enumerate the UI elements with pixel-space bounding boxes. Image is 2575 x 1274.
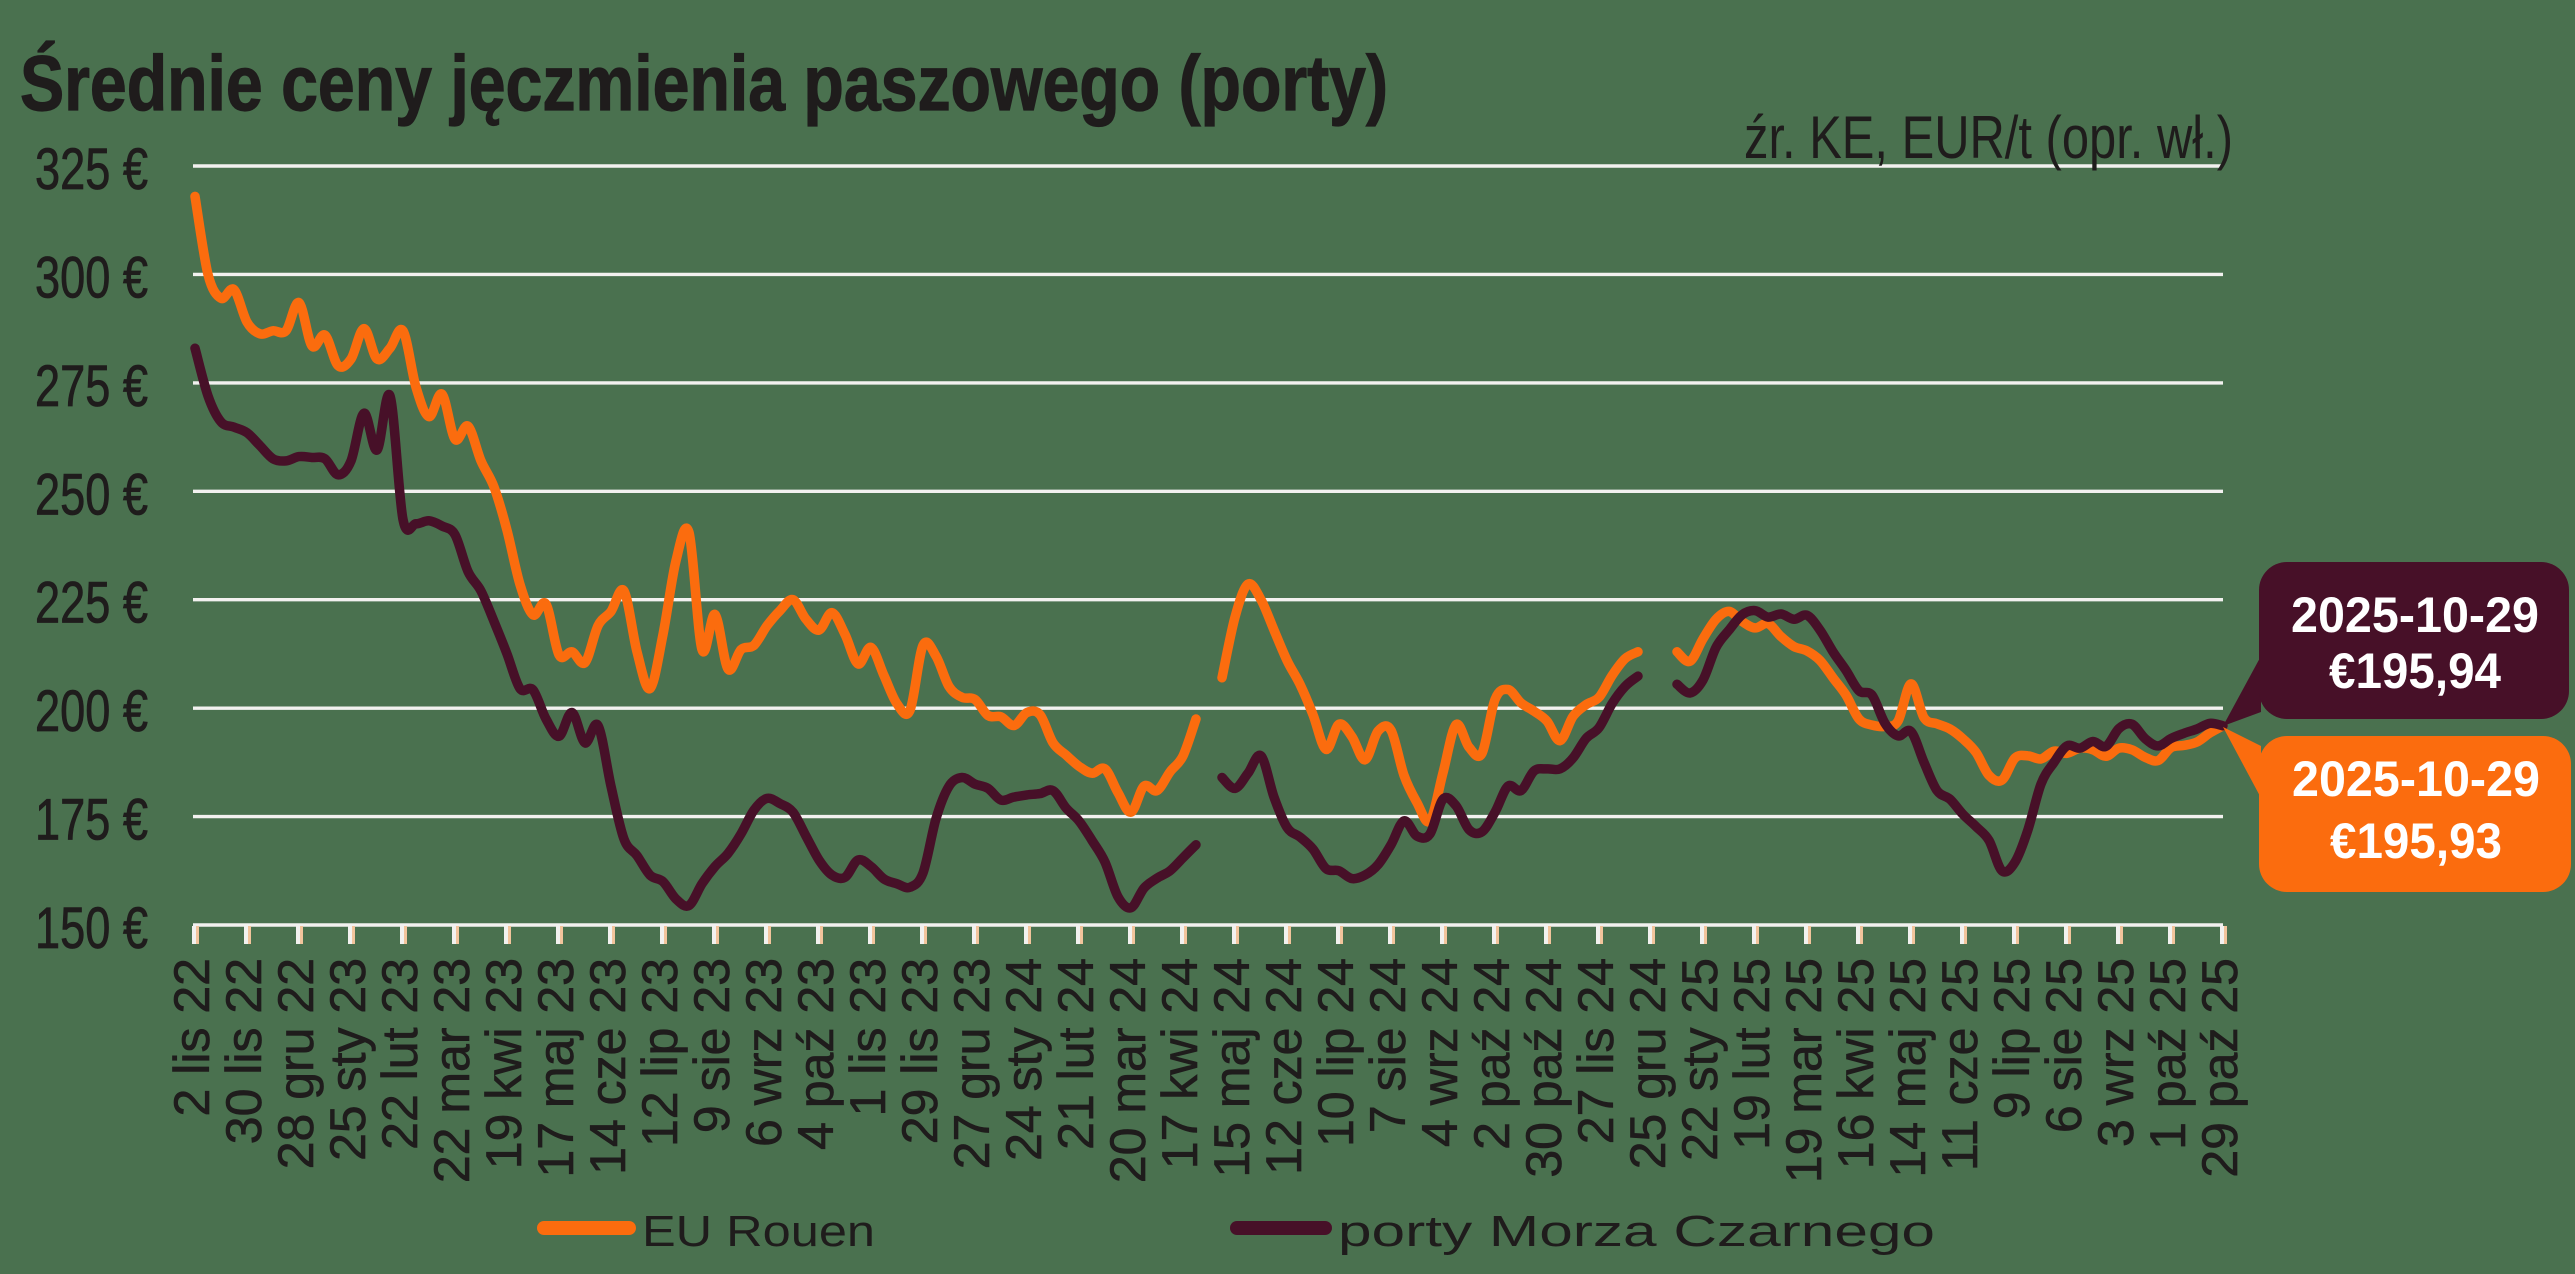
svg-text:12 lip 23: 12 lip 23: [632, 958, 688, 1147]
svg-text:2 lis 22: 2 lis 22: [164, 958, 220, 1116]
svg-text:6 sie 25: 6 sie 25: [2036, 958, 2092, 1133]
svg-text:9 sie 23: 9 sie 23: [684, 958, 740, 1133]
svg-text:14 cze 23: 14 cze 23: [580, 958, 636, 1175]
svg-text:4 paź 23: 4 paź 23: [788, 958, 844, 1150]
svg-text:29 lis 23: 29 lis 23: [892, 958, 948, 1144]
svg-text:325 €: 325 €: [35, 137, 148, 202]
svg-text:24 sty 24: 24 sty 24: [996, 958, 1052, 1161]
svg-text:17 kwi 24: 17 kwi 24: [1152, 958, 1208, 1169]
svg-text:€195,93: €195,93: [2330, 813, 2502, 869]
svg-text:150 €: 150 €: [35, 896, 148, 961]
svg-text:2025-10-29: 2025-10-29: [2292, 751, 2540, 807]
svg-text:źr. KE, EUR/t (opr. wł.): źr. KE, EUR/t (opr. wł.): [1744, 104, 2233, 171]
svg-text:20 mar 24: 20 mar 24: [1100, 958, 1156, 1183]
svg-text:30 lis 22: 30 lis 22: [216, 958, 272, 1144]
svg-text:250 €: 250 €: [35, 462, 148, 527]
svg-text:3 wrz 25: 3 wrz 25: [2088, 958, 2144, 1147]
svg-text:21 lut 24: 21 lut 24: [1048, 958, 1104, 1150]
svg-text:7 sie 24: 7 sie 24: [1360, 958, 1416, 1133]
svg-text:275 €: 275 €: [35, 354, 148, 419]
svg-text:25 gru 24: 25 gru 24: [1620, 958, 1676, 1169]
svg-text:19 lut 25: 19 lut 25: [1724, 958, 1780, 1150]
svg-text:225 €: 225 €: [35, 571, 148, 636]
svg-text:Średnie ceny jęczmienia paszow: Średnie ceny jęczmienia paszowego (porty…: [20, 39, 1388, 127]
svg-text:4 wrz 24: 4 wrz 24: [1412, 958, 1468, 1147]
svg-text:29 paź 25: 29 paź 25: [2192, 958, 2248, 1178]
svg-text:19 kwi 23: 19 kwi 23: [476, 958, 532, 1169]
svg-text:2 paź 24: 2 paź 24: [1464, 958, 1520, 1150]
svg-text:15 maj 24: 15 maj 24: [1204, 958, 1260, 1178]
svg-text:14 maj 25: 14 maj 25: [1880, 958, 1936, 1178]
svg-text:22 lut 23: 22 lut 23: [372, 958, 428, 1150]
svg-text:6 wrz 23: 6 wrz 23: [736, 958, 792, 1147]
svg-text:22 sty 25: 22 sty 25: [1672, 958, 1728, 1161]
svg-text:1 lis 23: 1 lis 23: [840, 958, 896, 1116]
svg-text:30 paź 24: 30 paź 24: [1516, 958, 1572, 1178]
svg-text:1 paź 25: 1 paź 25: [2140, 958, 2196, 1150]
svg-text:27 gru 23: 27 gru 23: [944, 958, 1000, 1169]
svg-text:2025-10-29: 2025-10-29: [2291, 587, 2539, 643]
svg-text:11 cze 25: 11 cze 25: [1932, 958, 1988, 1171]
svg-text:19 mar 25: 19 mar 25: [1776, 958, 1832, 1183]
svg-text:175 €: 175 €: [35, 788, 148, 853]
svg-text:28 gru 22: 28 gru 22: [268, 958, 324, 1169]
svg-text:27 lis 24: 27 lis 24: [1568, 958, 1624, 1144]
svg-text:9 lip 25: 9 lip 25: [1984, 958, 2040, 1119]
svg-text:25 sty 23: 25 sty 23: [320, 958, 376, 1161]
svg-text:porty Morza Czarnego: porty Morza Czarnego: [1338, 1207, 1935, 1256]
svg-text:EU Rouen: EU Rouen: [642, 1207, 875, 1256]
svg-text:200 €: 200 €: [35, 679, 148, 744]
svg-text:22 mar 23: 22 mar 23: [424, 958, 480, 1183]
svg-text:€195,94: €195,94: [2329, 643, 2501, 699]
svg-text:12 cze 24: 12 cze 24: [1256, 958, 1312, 1175]
svg-text:10 lip 24: 10 lip 24: [1308, 958, 1364, 1147]
svg-text:300 €: 300 €: [35, 245, 148, 310]
svg-text:17 maj 23: 17 maj 23: [528, 958, 584, 1178]
svg-text:16 kwi 25: 16 kwi 25: [1828, 958, 1884, 1169]
